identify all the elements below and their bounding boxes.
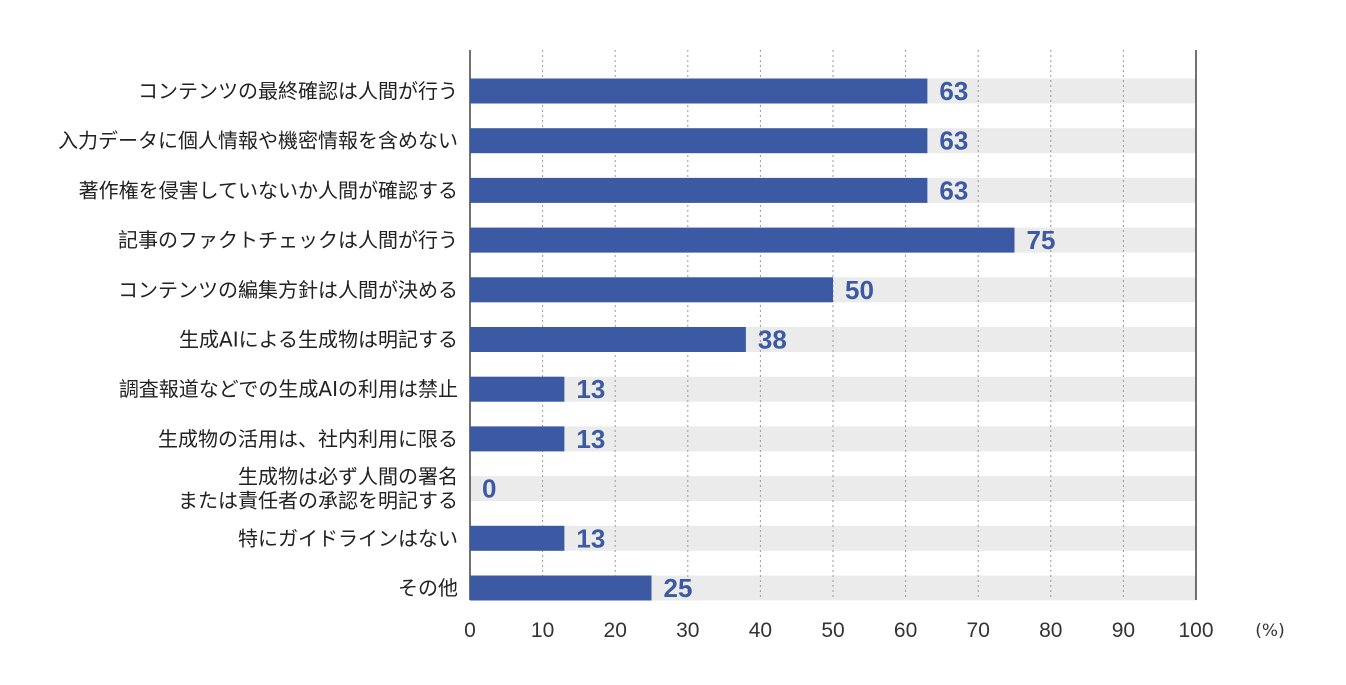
x-tick-label: 40 [749,619,772,642]
bar [470,426,565,452]
value-label: 50 [845,275,874,305]
category-label: コンテンツの編集方針は人間が決める [118,278,458,302]
bar [470,327,746,352]
bar [470,376,565,402]
category-label: 調査報道などでの生成AIの利用は禁止 [119,377,458,401]
x-tick-label: 60 [894,619,917,642]
unit-label: (%) [1255,621,1284,641]
value-label: 63 [939,126,968,156]
bar [470,575,652,601]
category-label: 生成物の活用は、社内利用に限る [158,427,458,451]
x-tick-label: 70 [967,619,990,642]
bar-track [470,476,1196,502]
category-label: または責任者の承認を明記する [178,489,458,513]
category-label: コンテンツの最終確認は人間が行う [138,79,458,103]
value-label: 13 [576,523,605,553]
x-tick-label: 20 [604,619,627,642]
category-label: 著作権を侵害していないか人間が確認する [79,178,458,202]
x-tick-label: 90 [1112,619,1135,642]
x-tick-label: 10 [531,619,554,642]
bar [470,78,928,104]
value-label: 75 [1027,225,1056,255]
value-label: 38 [758,325,787,355]
category-label: 特にガイドラインはない [238,526,458,550]
bar [470,177,928,203]
bar [470,525,565,551]
x-tick-label: 80 [1039,619,1062,642]
category-label: 生成AIによる生成物は明記する [179,328,458,352]
value-label: 13 [576,374,605,404]
value-label: 13 [576,424,605,454]
x-tick-label: 30 [676,619,699,642]
value-label: 63 [939,175,968,205]
x-tick-label: 50 [821,619,844,642]
bar [470,128,928,154]
category-label: 入力データに個人情報や機密情報を含めない [58,129,458,153]
x-tick-label: 0 [464,619,476,642]
bar [470,227,1015,253]
bar [470,277,833,303]
value-label: 25 [664,573,693,603]
category-label: 生成物は必ず人間の署名 [238,465,458,489]
value-label: 0 [482,474,496,504]
x-tick-label: 100 [1178,619,1213,642]
category-label: 記事のファクトチェックは人間が行う [118,228,458,252]
category-label: その他 [398,576,458,600]
value-label: 63 [939,76,968,106]
